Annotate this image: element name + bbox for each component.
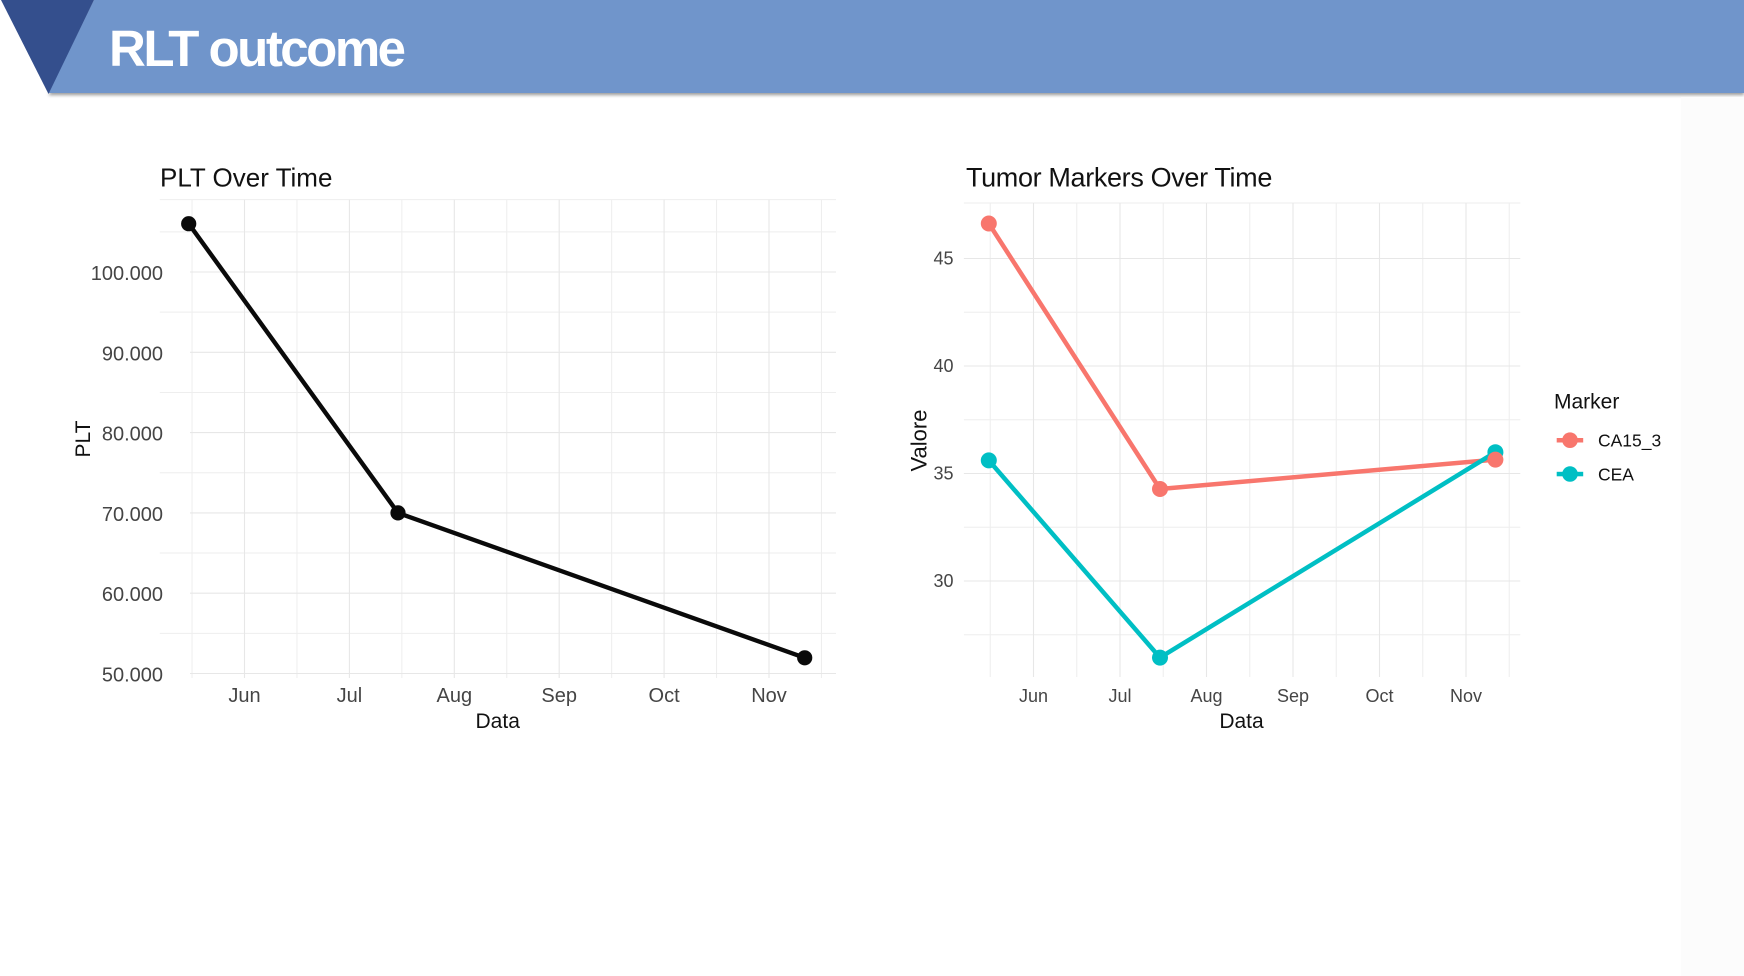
svg-text:Jul: Jul	[1108, 686, 1131, 706]
svg-text:Oct: Oct	[1365, 686, 1393, 706]
svg-text:Aug: Aug	[1190, 686, 1222, 706]
svg-text:CA15_3: CA15_3	[1598, 431, 1661, 452]
svg-text:Valore: Valore	[907, 410, 932, 472]
svg-text:Jul: Jul	[337, 685, 363, 707]
svg-text:PLT: PLT	[72, 420, 95, 457]
svg-text:Aug: Aug	[437, 685, 473, 707]
svg-text:Jun: Jun	[228, 685, 260, 707]
svg-text:Data: Data	[1219, 710, 1264, 733]
svg-text:Tumor Markers Over Time: Tumor Markers Over Time	[966, 163, 1272, 193]
svg-text:Oct: Oct	[649, 685, 681, 707]
svg-text:Marker: Marker	[1554, 391, 1619, 414]
svg-text:30: 30	[933, 571, 953, 591]
svg-text:100.000: 100.000	[91, 263, 163, 285]
svg-text:60.000: 60.000	[102, 584, 163, 606]
svg-text:PLT Over Time: PLT Over Time	[160, 163, 332, 193]
svg-text:Nov: Nov	[1450, 686, 1482, 706]
svg-text:90.000: 90.000	[102, 343, 163, 365]
svg-text:70.000: 70.000	[102, 504, 163, 526]
svg-text:Jun: Jun	[1019, 686, 1048, 706]
svg-text:35: 35	[933, 464, 953, 484]
svg-text:80.000: 80.000	[102, 424, 163, 446]
svg-text:40: 40	[933, 356, 953, 376]
svg-text:45: 45	[933, 249, 953, 269]
svg-text:Data: Data	[476, 710, 521, 733]
svg-text:Sep: Sep	[541, 685, 577, 707]
svg-text:Sep: Sep	[1277, 686, 1309, 706]
svg-text:50.000: 50.000	[102, 665, 163, 687]
svg-text:Nov: Nov	[751, 685, 787, 707]
svg-text:CEA: CEA	[1598, 464, 1634, 484]
